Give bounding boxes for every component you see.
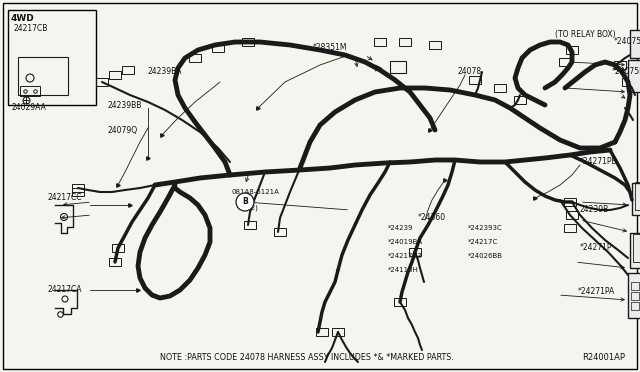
Bar <box>631 282 639 290</box>
Text: 4WD: 4WD <box>11 14 35 23</box>
Bar <box>109 71 121 79</box>
Text: 081A8-6121A: 081A8-6121A <box>232 189 280 195</box>
Bar <box>72 184 84 192</box>
Bar <box>20 86 40 96</box>
Text: (TO RELAY BOX): (TO RELAY BOX) <box>555 31 616 39</box>
Bar <box>564 198 576 206</box>
Bar <box>390 61 406 73</box>
Bar <box>631 292 639 300</box>
Text: *24026BB: *24026BB <box>468 253 503 259</box>
Bar <box>628 60 640 92</box>
Text: *28351M: *28351M <box>313 44 348 52</box>
Bar <box>494 84 506 92</box>
Text: *24271PB: *24271PB <box>580 157 618 167</box>
Bar <box>631 302 639 310</box>
Bar <box>96 78 108 86</box>
Bar <box>394 298 406 306</box>
Text: *24019BA: *24019BA <box>388 239 423 245</box>
Bar <box>632 183 640 215</box>
Bar <box>469 76 481 84</box>
Bar <box>630 30 640 58</box>
Text: *24360: *24360 <box>418 214 446 222</box>
Text: *24110H: *24110H <box>388 267 419 273</box>
Bar <box>212 44 224 52</box>
Bar <box>112 244 124 252</box>
Bar <box>316 328 328 336</box>
Text: NOTE :PARTS CODE 24078 HARNESS ASSY INCLUDES *& *MARKED PARTS.: NOTE :PARTS CODE 24078 HARNESS ASSY INCL… <box>160 353 454 362</box>
Bar <box>514 96 526 104</box>
Text: *24075N: *24075N <box>612 67 640 77</box>
Text: 24029AA: 24029AA <box>11 103 46 112</box>
Bar <box>628 273 640 318</box>
Circle shape <box>236 193 254 211</box>
Bar <box>614 61 626 69</box>
Text: 24239BB: 24239BB <box>108 100 142 109</box>
Text: 24239BA: 24239BA <box>148 67 182 77</box>
Text: *24217C: *24217C <box>468 239 499 245</box>
Bar <box>409 248 421 256</box>
Text: 24217CB: 24217CB <box>14 24 49 33</box>
Text: 24078: 24078 <box>458 67 482 77</box>
Bar <box>109 258 121 266</box>
Bar <box>399 38 411 46</box>
Bar <box>635 182 640 210</box>
Bar <box>122 66 134 74</box>
Bar <box>8 10 96 105</box>
Text: *24239: *24239 <box>388 225 413 231</box>
Bar <box>633 234 640 262</box>
Bar <box>566 46 578 54</box>
Text: 24239B: 24239B <box>580 205 609 215</box>
Text: R24001AP: R24001AP <box>582 353 625 362</box>
Text: *24271PA: *24271PA <box>578 288 615 296</box>
Bar <box>564 224 576 232</box>
Text: 24217CC: 24217CC <box>48 193 83 202</box>
Bar <box>332 328 344 336</box>
Bar <box>18 57 68 95</box>
Text: (2): (2) <box>248 205 258 211</box>
Bar <box>72 188 84 196</box>
Bar <box>566 211 578 219</box>
Text: B: B <box>242 198 248 206</box>
Text: 24079Q: 24079Q <box>108 125 138 135</box>
Text: *242393C: *242393C <box>468 225 503 231</box>
Bar <box>429 41 441 49</box>
Text: 24217CA: 24217CA <box>48 285 83 295</box>
Text: *24271P: *24271P <box>580 244 612 253</box>
Text: *24217C3: *24217C3 <box>388 253 423 259</box>
Bar <box>630 233 640 268</box>
Bar <box>622 78 634 86</box>
Bar <box>189 54 201 62</box>
Bar <box>244 221 256 229</box>
Bar <box>559 58 571 66</box>
Bar <box>374 38 386 46</box>
Bar <box>274 228 286 236</box>
Text: *24075NA: *24075NA <box>614 38 640 46</box>
Bar <box>242 38 254 46</box>
